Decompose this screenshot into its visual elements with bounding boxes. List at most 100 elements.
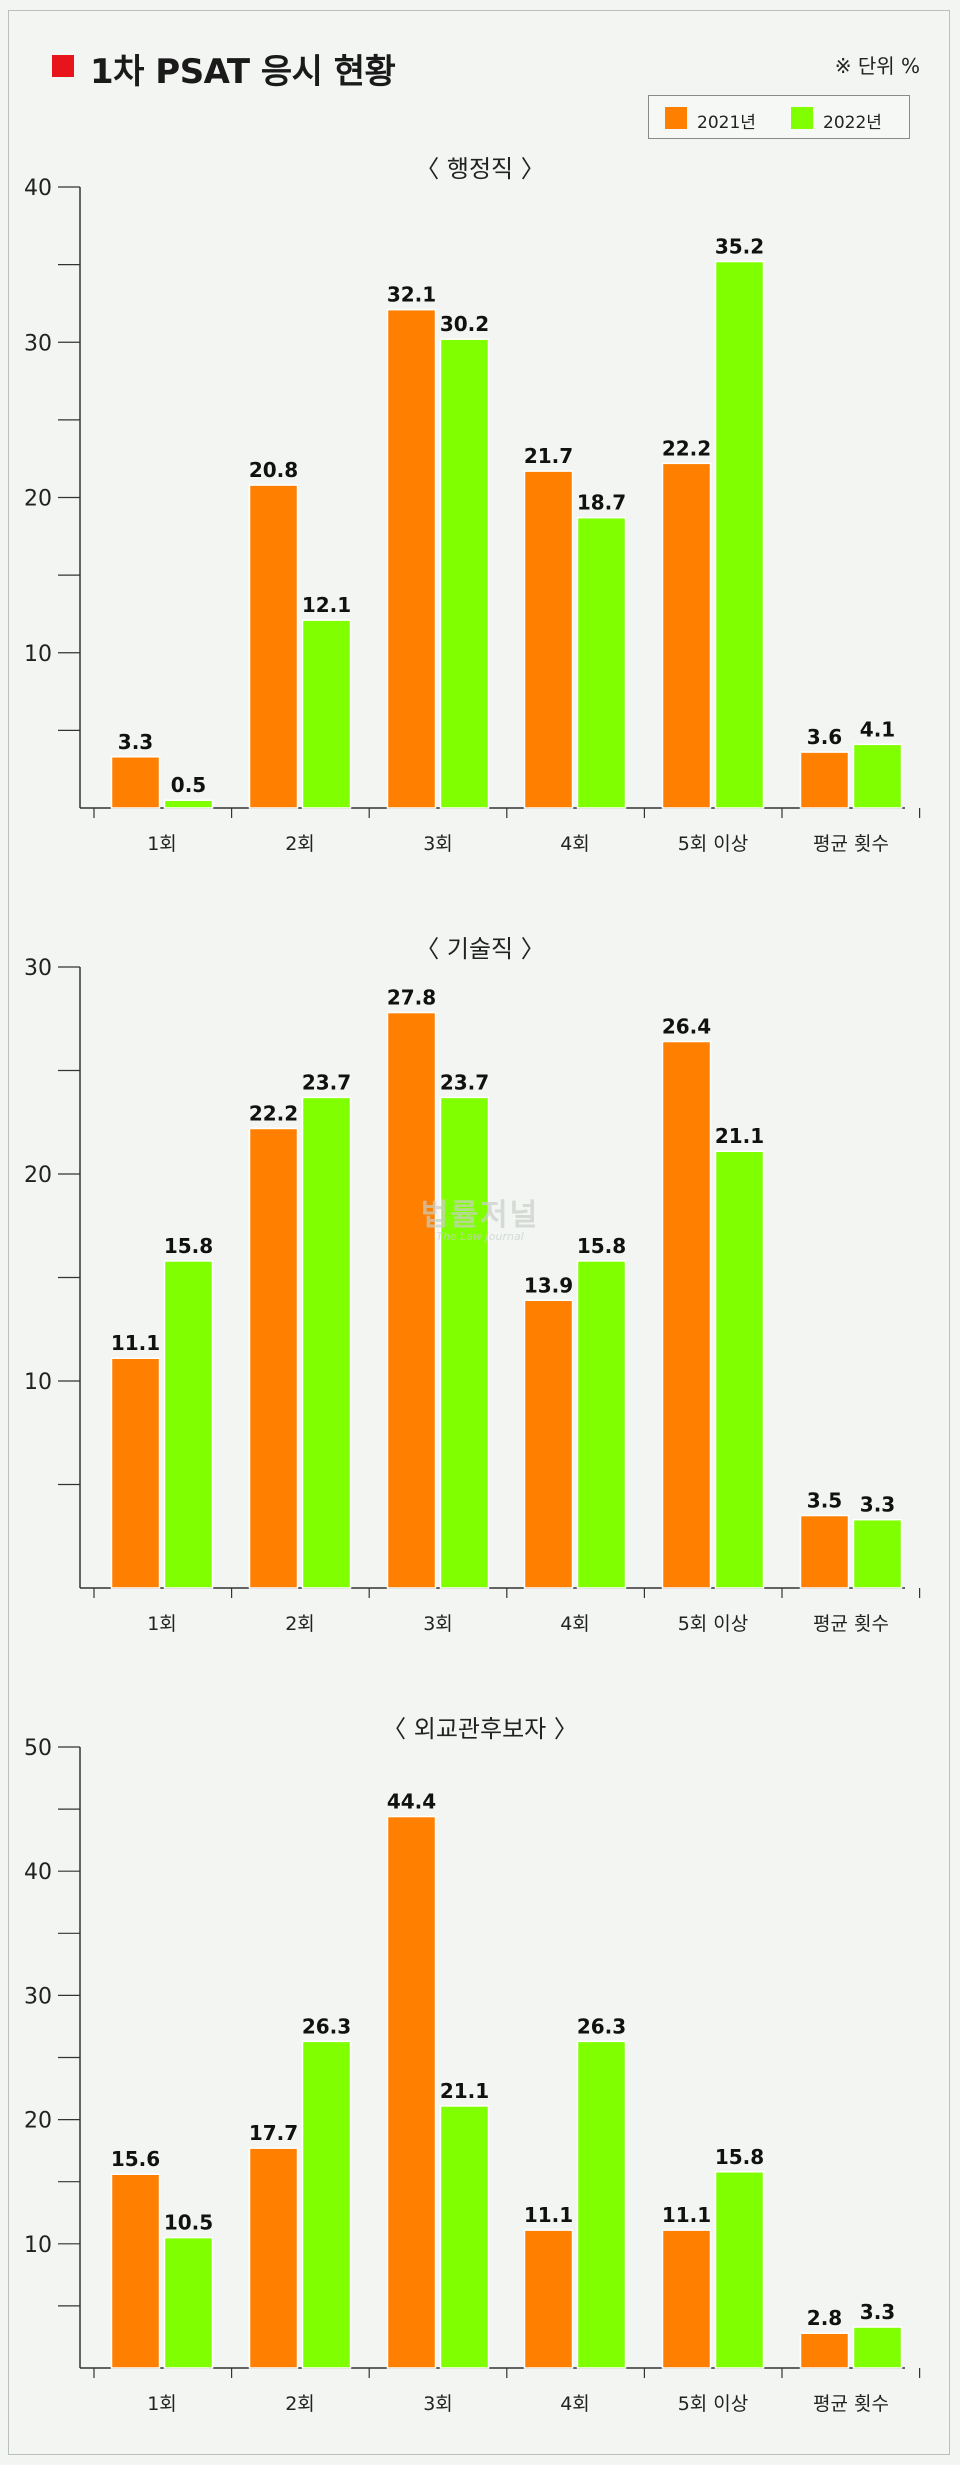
data-label-2022: 15.8 [577,1234,626,1258]
bar-2022 [163,2236,214,2369]
bar-2022 [439,2105,490,2369]
x-category-label: 2회 [285,2393,315,2415]
bar-2022 [301,619,352,809]
data-label-2021: 3.5 [807,1489,842,1513]
bar-2022 [163,1260,214,1589]
bar-2022 [576,2040,627,2369]
bar-2022 [439,338,490,809]
bar-2021 [661,1040,712,1589]
bar-2022 [163,799,214,809]
data-label-2021: 3.3 [118,730,153,754]
bar-2021 [110,756,161,809]
data-label-2022: 12.1 [302,593,351,617]
bar-2021 [661,462,712,809]
legend-swatch-2022 [791,107,813,129]
chart-title-3: 〈 외교관후보자 〉 [382,1715,578,1743]
x-category-label: 4회 [560,2393,590,2415]
bar-2022 [714,1150,765,1589]
data-label-2021: 21.7 [524,444,573,468]
x-category-label: 1회 [147,1613,177,1635]
y-tick-label: 50 [24,1736,52,1761]
data-label-2021: 3.6 [807,725,842,749]
y-tick-label: 20 [24,1163,52,1188]
bar-2022 [714,260,765,809]
bar-2021 [799,751,850,809]
data-label-2021: 27.8 [387,986,436,1010]
bar-2021 [523,1299,574,1589]
bar-2021 [523,470,574,809]
data-label-2021: 22.2 [249,1101,298,1125]
y-tick-label: 20 [24,2109,52,2134]
x-category-label: 5회 이상 [678,1613,749,1635]
y-tick-label: 30 [24,1984,52,2009]
data-label-2021: 2.8 [807,2306,842,2330]
bar-2022 [714,2171,765,2369]
data-label-2022: 23.7 [302,1070,351,1094]
data-label-2022: 3.3 [860,2300,895,2324]
data-label-2021: 11.1 [524,2203,573,2227]
data-label-2022: 21.1 [440,2079,489,2103]
x-category-label: 평균 횟수 [813,1613,889,1635]
data-label-2022: 3.3 [860,1493,895,1517]
bar-2022 [576,1260,627,1589]
data-label-2022: 4.1 [860,717,895,741]
data-label-2022: 10.5 [164,2211,213,2235]
bar-2021 [799,1514,850,1589]
x-category-label: 3회 [423,833,453,855]
data-label-2022: 0.5 [171,773,206,797]
data-label-2022: 21.1 [715,1124,764,1148]
x-category-label: 3회 [423,1613,453,1635]
y-tick-label: 20 [24,487,52,512]
legend: 2021년 2022년 [648,95,910,139]
watermark-main: 법률저널 [420,1198,540,1233]
data-label-2021: 26.4 [662,1015,711,1039]
x-category-label: 평균 횟수 [813,833,889,855]
y-tick-label: 10 [24,1370,52,1395]
y-tick-label: 10 [24,642,52,667]
x-category-label: 2회 [285,833,315,855]
y-tick-label: 10 [24,2233,52,2258]
legend-label-2022: 2022년 [823,113,882,133]
chart-title-1: 〈 행정직 〉 [415,155,545,183]
bar-2022 [852,743,903,809]
unit-note: ※ 단위 % [834,54,920,78]
data-label-2022: 35.2 [715,235,764,259]
bar-2022 [852,2326,903,2369]
y-tick-label: 30 [24,956,52,981]
chart-title-2: 〈 기술직 〉 [415,935,545,963]
bar-2022 [301,1096,352,1589]
x-category-label: 3회 [423,2393,453,2415]
bar-2022 [852,1518,903,1589]
watermark: 법률저널 The Law Journal [400,1190,560,1243]
data-label-2021: 13.9 [524,1273,573,1297]
title-marker-icon [52,55,74,77]
x-category-label: 1회 [147,2393,177,2415]
data-label-2021: 22.2 [662,436,711,460]
x-category-label: 4회 [560,1613,590,1635]
x-category-label: 평균 횟수 [813,2393,889,2415]
bar-2021 [248,1127,299,1589]
data-label-2021: 20.8 [249,458,298,482]
data-label-2022: 23.7 [440,1070,489,1094]
x-category-label: 2회 [285,1613,315,1635]
data-label-2022: 26.3 [577,2014,626,2038]
x-category-label: 4회 [560,833,590,855]
legend-swatch-2021 [665,107,687,129]
bar-2021 [523,2229,574,2369]
x-category-label: 1회 [147,833,177,855]
bar-2022 [576,516,627,809]
bar-2021 [661,2229,712,2369]
bar-2021 [386,1011,437,1589]
bar-2021 [799,2332,850,2369]
data-label-2021: 11.1 [662,2203,711,2227]
y-tick-label: 40 [24,1860,52,1885]
data-label-2022: 26.3 [302,2014,351,2038]
y-tick-label: 40 [24,176,52,201]
data-label-2022: 18.7 [577,491,626,515]
legend-label-2021: 2021년 [697,113,756,133]
bar-2021 [386,308,437,809]
page-title: 1차 PSAT 응시 현황 [90,52,396,92]
data-label-2022: 15.8 [715,2145,764,2169]
bar-2021 [110,2173,161,2369]
